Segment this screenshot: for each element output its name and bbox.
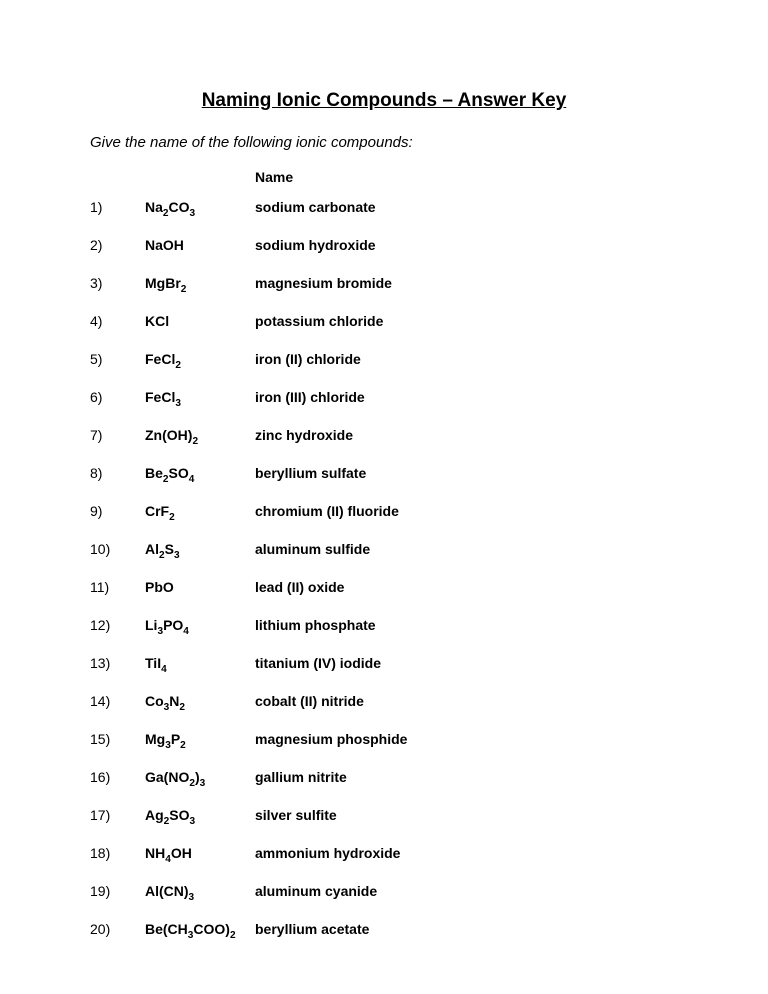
compound-name: iron (II) chloride	[255, 351, 678, 367]
compound-row: 13)TiI4titanium (IV) iodide	[90, 655, 678, 671]
row-number: 17)	[90, 807, 145, 823]
compound-row: 4)KClpotassium chloride	[90, 313, 678, 329]
compound-name: zinc hydroxide	[255, 427, 678, 443]
compound-row: 14)Co3N2cobalt (II) nitride	[90, 693, 678, 709]
chemical-formula: Li3PO4	[145, 617, 255, 633]
compound-row: 7)Zn(OH)2zinc hydroxide	[90, 427, 678, 443]
chemical-formula: FeCl2	[145, 351, 255, 367]
compound-name: beryllium acetate	[255, 921, 678, 937]
compound-name: iron (III) chloride	[255, 389, 678, 405]
column-header-row: Name	[90, 169, 678, 185]
chemical-formula: Co3N2	[145, 693, 255, 709]
row-number: 6)	[90, 389, 145, 405]
chemical-formula: KCl	[145, 313, 255, 329]
instruction-text: Give the name of the following ionic com…	[90, 134, 678, 151]
compound-name: titanium (IV) iodide	[255, 655, 678, 671]
compound-row: 1)Na2CO3sodium carbonate	[90, 199, 678, 215]
chemical-formula: Ga(NO2)3	[145, 769, 255, 785]
compound-name: aluminum sulfide	[255, 541, 678, 557]
compound-row: 5)FeCl2iron (II) chloride	[90, 351, 678, 367]
chemical-formula: NaOH	[145, 237, 255, 253]
header-spacer-num	[90, 169, 145, 185]
compound-row: 12)Li3PO4lithium phosphate	[90, 617, 678, 633]
chemical-formula: Mg3P2	[145, 731, 255, 747]
row-number: 18)	[90, 845, 145, 861]
compound-row: 8)Be2SO4beryllium sulfate	[90, 465, 678, 481]
chemical-formula: FeCl3	[145, 389, 255, 405]
compound-row: 11)PbOlead (II) oxide	[90, 579, 678, 595]
compound-name: ammonium hydroxide	[255, 845, 678, 861]
compound-name: potassium chloride	[255, 313, 678, 329]
row-number: 16)	[90, 769, 145, 785]
page-title: Naming Ionic Compounds – Answer Key	[90, 90, 678, 112]
compound-name: chromium (II) fluoride	[255, 503, 678, 519]
row-number: 1)	[90, 199, 145, 215]
compound-row: 2)NaOHsodium hydroxide	[90, 237, 678, 253]
chemical-formula: Al(CN)3	[145, 883, 255, 899]
compound-list: 1)Na2CO3sodium carbonate 2)NaOHsodium hyd…	[90, 199, 678, 937]
compound-row: 16)Ga(NO2)3gallium nitrite	[90, 769, 678, 785]
compound-name: sodium hydroxide	[255, 237, 678, 253]
compound-name: cobalt (II) nitride	[255, 693, 678, 709]
row-number: 14)	[90, 693, 145, 709]
row-number: 20)	[90, 921, 145, 937]
row-number: 9)	[90, 503, 145, 519]
document-page: Naming Ionic Compounds – Answer Key Give…	[0, 0, 768, 977]
compound-row: 18)NH4OHammonium hydroxide	[90, 845, 678, 861]
compound-row: 19)Al(CN)3aluminum cyanide	[90, 883, 678, 899]
chemical-formula: CrF2	[145, 503, 255, 519]
compound-name: beryllium sulfate	[255, 465, 678, 481]
column-header-name: Name	[255, 169, 678, 185]
compound-name: sodium carbonate	[255, 199, 678, 215]
compound-row: 3)MgBr2magnesium bromide	[90, 275, 678, 291]
chemical-formula: PbO	[145, 579, 255, 595]
row-number: 3)	[90, 275, 145, 291]
chemical-formula: Be2SO4	[145, 465, 255, 481]
row-number: 15)	[90, 731, 145, 747]
compound-name: aluminum cyanide	[255, 883, 678, 899]
chemical-formula: Ag2SO3	[145, 807, 255, 823]
chemical-formula: NH4OH	[145, 845, 255, 861]
compound-row: 6)FeCl3iron (III) chloride	[90, 389, 678, 405]
chemical-formula: TiI4	[145, 655, 255, 671]
compound-row: 15)Mg3P2magnesium phosphide	[90, 731, 678, 747]
compound-row: 10)Al2S3aluminum sulfide	[90, 541, 678, 557]
compound-row: 9)CrF2chromium (II) fluoride	[90, 503, 678, 519]
row-number: 5)	[90, 351, 145, 367]
compound-name: gallium nitrite	[255, 769, 678, 785]
row-number: 2)	[90, 237, 145, 253]
row-number: 13)	[90, 655, 145, 671]
compound-name: lead (II) oxide	[255, 579, 678, 595]
header-spacer-formula	[145, 169, 255, 185]
row-number: 19)	[90, 883, 145, 899]
compound-name: lithium phosphate	[255, 617, 678, 633]
row-number: 10)	[90, 541, 145, 557]
chemical-formula: Be(CH3COO)2	[145, 921, 255, 937]
compound-name: magnesium phosphide	[255, 731, 678, 747]
compound-name: silver sulfite	[255, 807, 678, 823]
chemical-formula: Al2S3	[145, 541, 255, 557]
chemical-formula: MgBr2	[145, 275, 255, 291]
chemical-formula: Zn(OH)2	[145, 427, 255, 443]
row-number: 8)	[90, 465, 145, 481]
row-number: 12)	[90, 617, 145, 633]
compound-row: 20)Be(CH3COO)2beryllium acetate	[90, 921, 678, 937]
compound-name: magnesium bromide	[255, 275, 678, 291]
row-number: 11)	[90, 579, 145, 595]
row-number: 7)	[90, 427, 145, 443]
compound-row: 17)Ag2SO3silver sulfite	[90, 807, 678, 823]
chemical-formula: Na2CO3	[145, 199, 255, 215]
row-number: 4)	[90, 313, 145, 329]
